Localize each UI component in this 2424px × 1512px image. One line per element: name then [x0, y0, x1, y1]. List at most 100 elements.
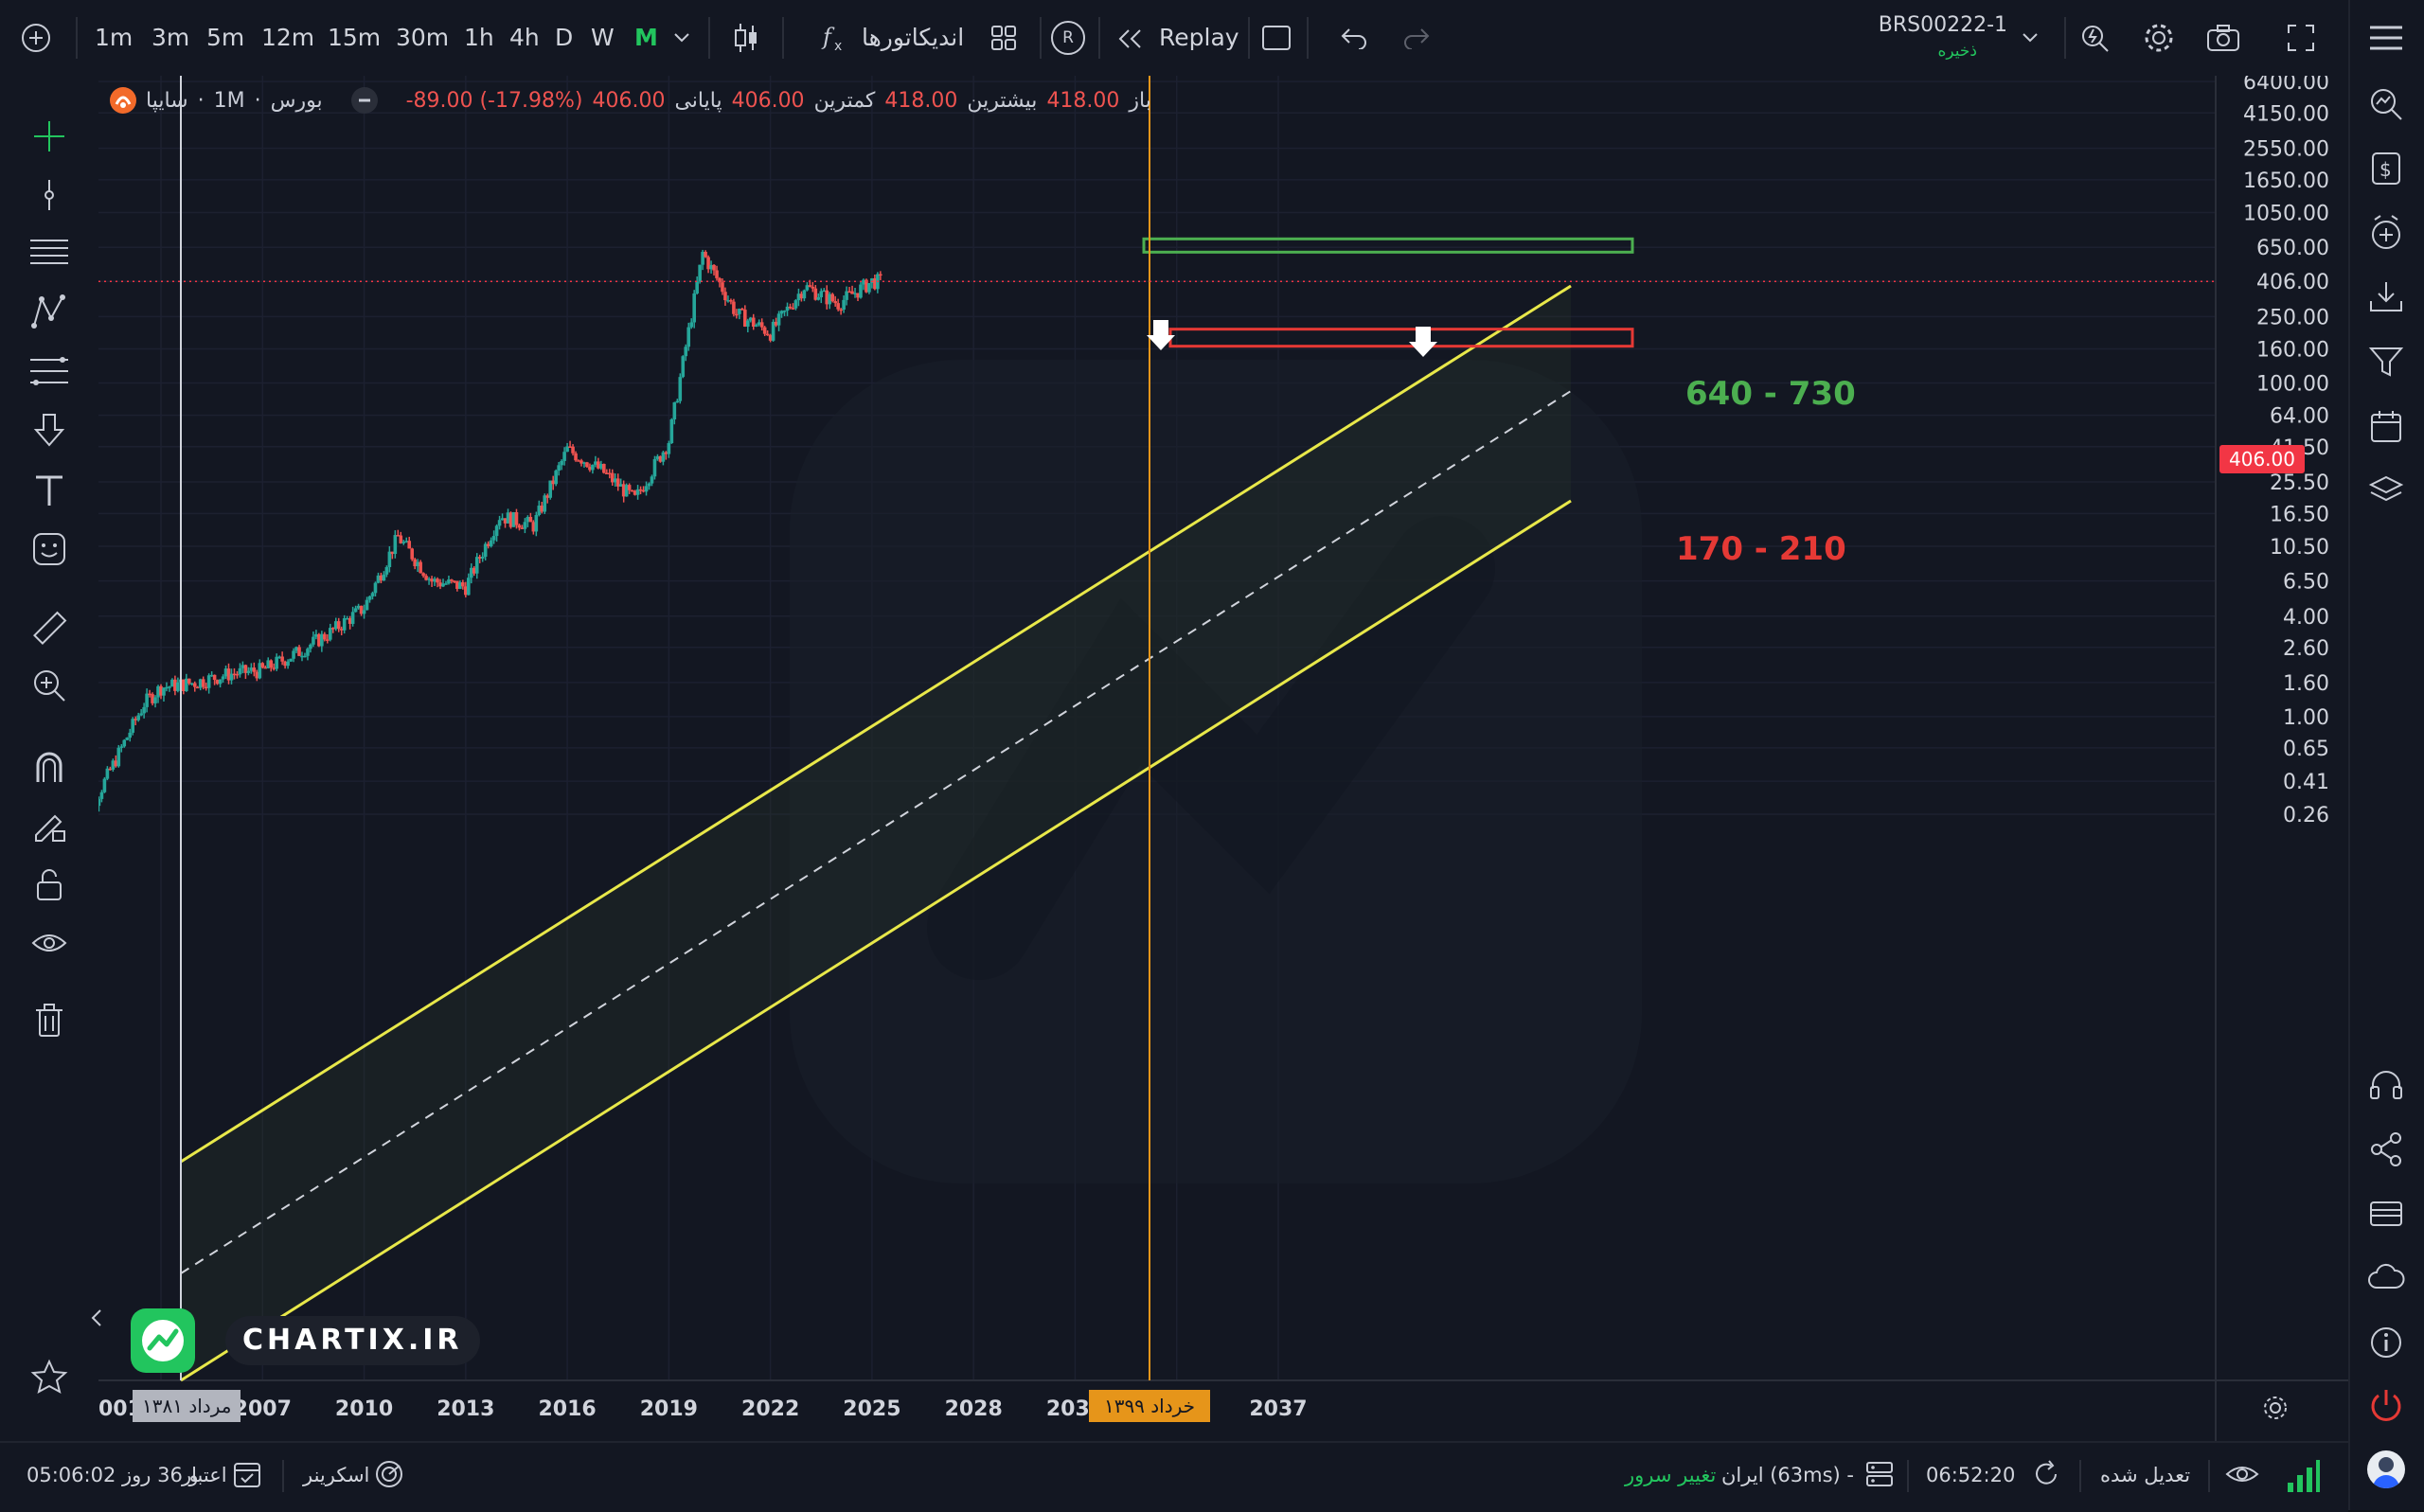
timeframe-4h[interactable]: 4h	[509, 24, 540, 51]
cloud-icon[interactable]	[2360, 1252, 2413, 1305]
legend-collapse-button[interactable]	[350, 87, 378, 114]
eye-icon[interactable]	[2225, 1458, 2261, 1492]
layout-grid-icon[interactable]	[985, 19, 1023, 57]
timeframe-m[interactable]: M	[634, 24, 658, 51]
refresh-icon[interactable]	[2030, 1458, 2064, 1492]
replay-button[interactable]: Replay	[1159, 24, 1239, 51]
sticker-icon[interactable]	[23, 523, 76, 576]
radar-icon[interactable]	[373, 1458, 407, 1492]
text-tool-icon[interactable]	[23, 464, 76, 517]
gear-icon[interactable]	[2138, 19, 2180, 57]
share-icon[interactable]	[2360, 1123, 2413, 1176]
market-search-icon[interactable]	[2360, 78, 2413, 131]
candle-body	[757, 322, 761, 326]
y-tick-label: 6400.00	[2243, 76, 2329, 95]
timeframe-3m[interactable]: 3m	[152, 24, 190, 51]
card-icon[interactable]	[2360, 1187, 2413, 1240]
replay-icon[interactable]	[1114, 23, 1146, 55]
chevron-left-icon[interactable]	[89, 1307, 104, 1329]
download-icon[interactable]	[2360, 271, 2413, 324]
support-headset-icon[interactable]	[2360, 1058, 2413, 1112]
menu-icon[interactable]	[2360, 11, 2413, 64]
candle-body	[599, 463, 603, 469]
eye-icon[interactable]	[23, 916, 76, 969]
indicators-button[interactable]: اندیکاتورها	[862, 24, 965, 51]
timeframe-5m[interactable]: 5m	[206, 24, 245, 51]
candle-body	[336, 621, 341, 630]
server-icon[interactable]	[1863, 1458, 1898, 1492]
candle-body	[424, 576, 428, 580]
change-server-button[interactable]: تغییر سرور	[1625, 1464, 1717, 1486]
candle-body	[762, 327, 767, 334]
y-tick-label: 1.00	[2283, 706, 2329, 730]
arrow-down-icon[interactable]	[23, 403, 76, 456]
candle-body	[326, 639, 330, 641]
crosshair-icon[interactable]	[23, 110, 76, 163]
avatar[interactable]	[2360, 1443, 2413, 1496]
calendar-icon[interactable]	[2360, 400, 2413, 453]
timeframe-12m[interactable]: 12m	[261, 24, 315, 51]
pencil-lock-icon[interactable]	[23, 799, 76, 852]
magnet-icon[interactable]	[23, 740, 76, 793]
redo-icon[interactable]	[1398, 19, 1435, 57]
candle-body	[362, 610, 366, 614]
timeframe-15m[interactable]: 15m	[328, 24, 382, 51]
fullscreen-icon[interactable]	[2280, 19, 2322, 57]
price-chart[interactable]: 10000.006400.004150.002550.001650.001050…	[98, 76, 2348, 1441]
lock-icon[interactable]	[23, 858, 76, 911]
axis-settings-icon[interactable]	[2261, 1394, 2290, 1422]
screener-button[interactable]: اسکرینر	[303, 1464, 370, 1486]
candles-icon[interactable]	[727, 19, 765, 57]
fib-retracement-icon[interactable]	[23, 345, 76, 398]
symbol-status: ذخیره	[1937, 42, 1978, 61]
candle-body	[497, 520, 502, 526]
adjusted-toggle[interactable]: تعدیل شده	[2100, 1464, 2191, 1486]
layers-icon[interactable]	[2360, 464, 2413, 517]
candle-body	[390, 551, 395, 555]
timeframe-d[interactable]: D	[555, 24, 574, 51]
candle-body	[850, 291, 854, 294]
candle-body	[754, 325, 758, 327]
credit-label[interactable]: اعتبار	[182, 1464, 227, 1486]
candle-body	[839, 309, 843, 311]
alert-add-icon[interactable]	[2360, 206, 2413, 259]
timeframe-30m[interactable]: 30m	[396, 24, 450, 51]
power-icon[interactable]	[2360, 1379, 2413, 1432]
timeframe-w[interactable]: W	[591, 24, 615, 51]
y-tick-label: 1050.00	[2243, 202, 2329, 225]
trend-line-icon[interactable]	[23, 169, 76, 222]
info-icon[interactable]	[2360, 1316, 2413, 1369]
candle-body	[348, 618, 352, 624]
chart-area[interactable]: 10000.006400.004150.002550.001650.001050…	[91, 76, 2348, 1441]
watermark-text: CHARTIX.IR	[225, 1316, 480, 1365]
candle-body	[845, 291, 848, 300]
candle-body	[723, 292, 727, 301]
candle-body	[136, 715, 140, 720]
timeframe-1m[interactable]: 1m	[95, 24, 134, 51]
x-tick-label: 2016	[538, 1397, 596, 1421]
horizontal-lines-icon[interactable]	[23, 225, 76, 278]
zoom-in-icon[interactable]	[23, 659, 76, 712]
candle-body	[266, 660, 271, 668]
star-icon[interactable]	[23, 1350, 76, 1403]
pattern-icon[interactable]	[23, 286, 76, 339]
ruler-icon[interactable]	[23, 602, 76, 655]
camera-icon[interactable]	[2202, 19, 2244, 57]
candle-body	[309, 644, 312, 649]
timeframe-1h[interactable]: 1h	[464, 24, 494, 51]
add-symbol-icon[interactable]	[17, 19, 55, 57]
trash-icon[interactable]	[23, 994, 76, 1047]
rectangle-icon[interactable]	[1257, 19, 1295, 57]
wallet-icon[interactable]: $	[2360, 142, 2413, 195]
undo-icon[interactable]	[1335, 19, 1373, 57]
symbol-selector[interactable]: BRS00222-1 ذخیره	[1856, 9, 2045, 66]
candle-body	[574, 453, 578, 461]
r-badge-icon[interactable]: R	[1049, 19, 1087, 57]
calendar-check-icon[interactable]	[231, 1458, 265, 1492]
candle-body	[108, 768, 113, 771]
chevron-down-icon[interactable]	[670, 27, 693, 49]
quick-search-icon[interactable]	[2074, 19, 2115, 57]
candle-body	[275, 656, 278, 669]
filter-icon[interactable]	[2360, 335, 2413, 388]
